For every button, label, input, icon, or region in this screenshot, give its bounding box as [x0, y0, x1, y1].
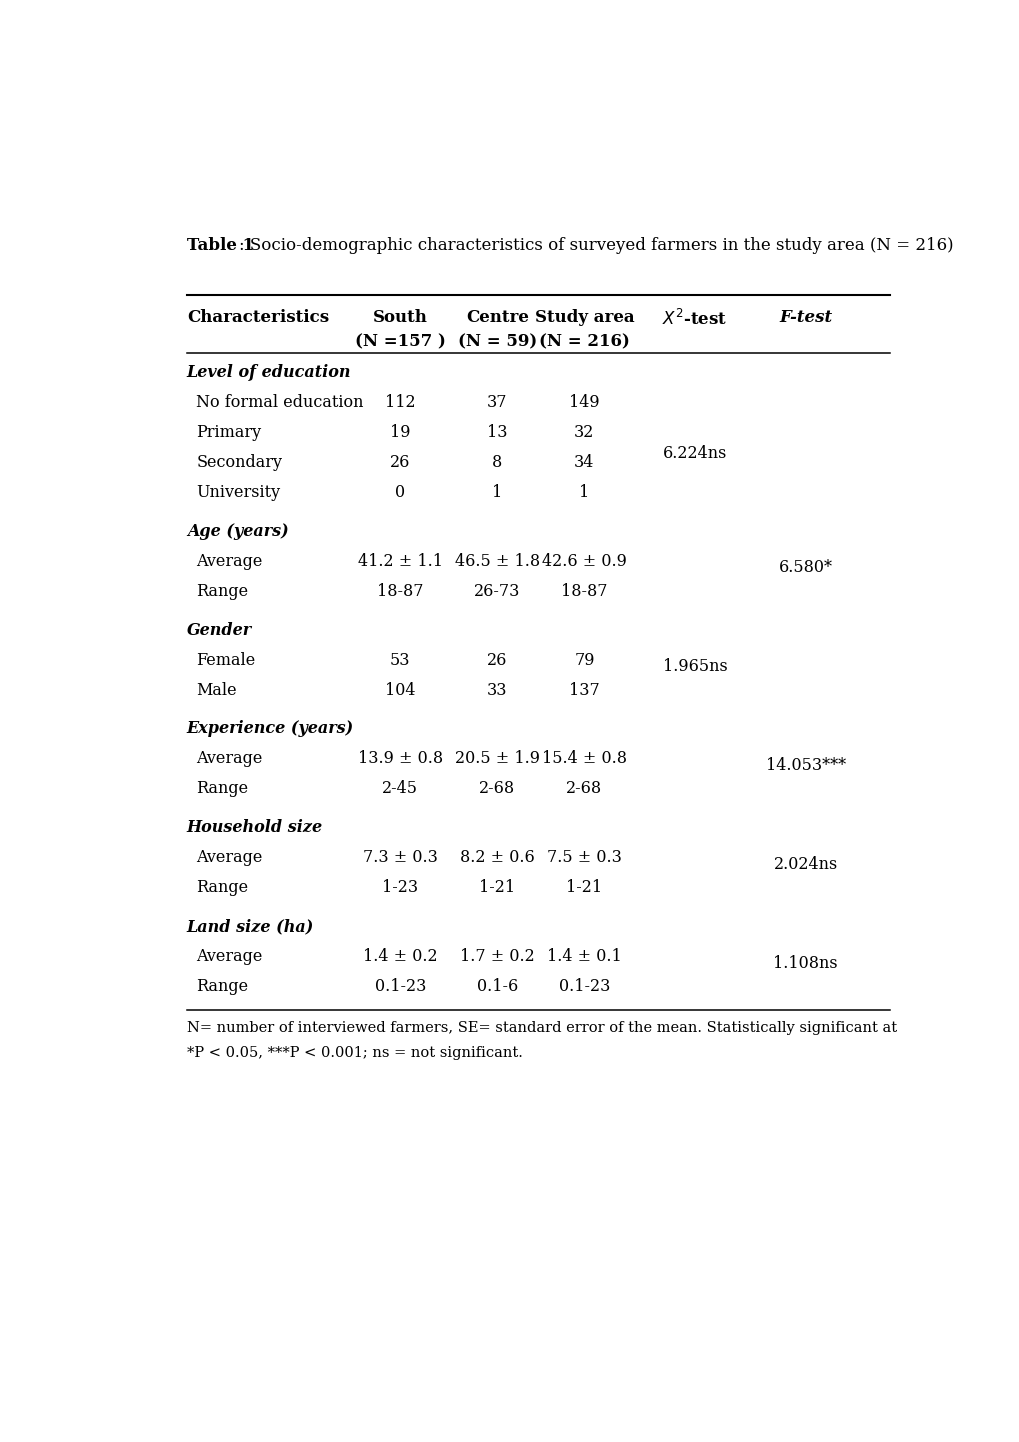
Text: 1: 1	[579, 485, 589, 500]
Text: 15.4 ± 0.8: 15.4 ± 0.8	[541, 750, 627, 767]
Text: 13: 13	[487, 424, 507, 441]
Text: Average: Average	[196, 849, 262, 867]
Text: F-test: F-test	[779, 309, 832, 326]
Text: Range: Range	[196, 978, 249, 995]
Text: Characteristics: Characteristics	[186, 309, 328, 326]
Text: 1-21: 1-21	[479, 880, 515, 897]
Text: 1: 1	[492, 485, 502, 500]
Text: (N = 216): (N = 216)	[538, 333, 629, 350]
Text: 112: 112	[384, 394, 415, 411]
Text: 41.2 ± 1.1: 41.2 ± 1.1	[358, 552, 442, 570]
Text: 1.4 ± 0.1: 1.4 ± 0.1	[546, 947, 622, 965]
Text: 26: 26	[389, 454, 410, 472]
Text: South: South	[372, 309, 427, 326]
Text: 1.965ns: 1.965ns	[662, 658, 727, 675]
Text: Average: Average	[196, 750, 262, 767]
Text: 2-45: 2-45	[382, 780, 418, 797]
Text: Primary: Primary	[196, 424, 261, 441]
Text: Age (years): Age (years)	[186, 523, 288, 539]
Text: 20.5 ± 1.9: 20.5 ± 1.9	[454, 750, 539, 767]
Text: *P < 0.05, ***P < 0.001; ns = not significant.: *P < 0.05, ***P < 0.001; ns = not signif…	[186, 1045, 522, 1060]
Text: 26-73: 26-73	[474, 583, 520, 600]
Text: 0.1-23: 0.1-23	[558, 978, 609, 995]
Text: Gender: Gender	[186, 622, 252, 639]
Text: Land size (ha): Land size (ha)	[186, 919, 314, 934]
Text: (N = 59): (N = 59)	[458, 333, 537, 350]
Text: 2.024ns: 2.024ns	[772, 855, 837, 872]
Text: 26: 26	[487, 652, 507, 669]
Text: Secondary: Secondary	[196, 454, 282, 472]
Text: Household size: Household size	[186, 819, 323, 836]
Text: 18-87: 18-87	[377, 583, 423, 600]
Text: 14.053***: 14.053***	[765, 757, 845, 774]
Text: 34: 34	[574, 454, 594, 472]
Text: 1.108ns: 1.108ns	[772, 955, 838, 972]
Text: 46.5 ± 1.8: 46.5 ± 1.8	[454, 552, 539, 570]
Text: Experience (years): Experience (years)	[186, 721, 354, 737]
Text: 32: 32	[574, 424, 594, 441]
Text: Average: Average	[196, 552, 262, 570]
Text: 33: 33	[487, 682, 507, 698]
Text: Range: Range	[196, 583, 249, 600]
Text: 1.7 ± 0.2: 1.7 ± 0.2	[460, 947, 534, 965]
Text: No formal education: No formal education	[196, 394, 364, 411]
Text: Table 1: Table 1	[186, 238, 254, 254]
Text: 6.224ns: 6.224ns	[662, 446, 727, 463]
Text: 13.9 ± 0.8: 13.9 ± 0.8	[358, 750, 442, 767]
Text: 104: 104	[384, 682, 415, 698]
Text: 0: 0	[394, 485, 405, 500]
Text: Average: Average	[196, 947, 262, 965]
Text: 19: 19	[389, 424, 410, 441]
Text: 149: 149	[569, 394, 599, 411]
Text: 42.6 ± 0.9: 42.6 ± 0.9	[541, 552, 627, 570]
Text: 0.1-23: 0.1-23	[374, 978, 426, 995]
Text: $X^2$-test: $X^2$-test	[661, 309, 727, 329]
Text: Centre: Centre	[466, 309, 529, 326]
Text: 7.3 ± 0.3: 7.3 ± 0.3	[363, 849, 437, 867]
Text: 137: 137	[569, 682, 599, 698]
Text: 1-21: 1-21	[566, 880, 602, 897]
Text: Range: Range	[196, 780, 249, 797]
Text: Female: Female	[196, 652, 256, 669]
Text: N= number of interviewed farmers, SE= standard error of the mean. Statistically : N= number of interviewed farmers, SE= st…	[186, 1021, 896, 1035]
Text: 8: 8	[492, 454, 502, 472]
Text: Level of education: Level of education	[186, 363, 351, 381]
Text: : Socio-demographic characteristics of surveyed farmers in the study area (N = 2: : Socio-demographic characteristics of s…	[238, 238, 953, 254]
Text: 37: 37	[487, 394, 507, 411]
Text: 53: 53	[389, 652, 410, 669]
Text: (N =157 ): (N =157 )	[355, 333, 445, 350]
Text: 0.1-6: 0.1-6	[476, 978, 518, 995]
Text: University: University	[196, 485, 280, 500]
Text: Range: Range	[196, 880, 249, 897]
Text: 1.4 ± 0.2: 1.4 ± 0.2	[363, 947, 437, 965]
Text: 6.580*: 6.580*	[777, 559, 832, 577]
Text: 1-23: 1-23	[382, 880, 418, 897]
Text: 2-68: 2-68	[479, 780, 515, 797]
Text: 8.2 ± 0.6: 8.2 ± 0.6	[460, 849, 534, 867]
Text: 7.5 ± 0.3: 7.5 ± 0.3	[546, 849, 622, 867]
Text: 79: 79	[574, 652, 594, 669]
Text: Study area: Study area	[534, 309, 634, 326]
Text: Male: Male	[196, 682, 236, 698]
Text: 18-87: 18-87	[560, 583, 607, 600]
Text: 2-68: 2-68	[566, 780, 602, 797]
